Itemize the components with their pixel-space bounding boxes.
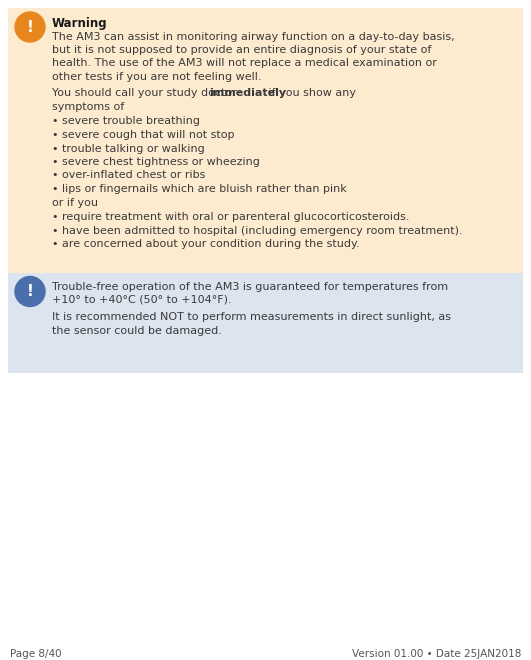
Circle shape [15,277,45,306]
Text: require treatment with oral or parenteral glucocorticosteroids.: require treatment with oral or parentera… [62,212,409,222]
Text: have been admitted to hospital (including emergency room treatment).: have been admitted to hospital (includin… [62,226,463,236]
Text: •: • [51,117,57,127]
Bar [8,8,523,348]
Text: the sensor could be damaged.: the sensor could be damaged. [52,326,222,336]
Text: •: • [51,143,57,154]
Text: immediately: immediately [209,88,286,98]
Text: severe cough that will not stop: severe cough that will not stop [62,130,235,140]
Text: lips or fingernails which are bluish rather than pink: lips or fingernails which are bluish rat… [62,184,347,194]
Text: You should call your study doctor: You should call your study doctor [52,88,240,98]
Circle shape [15,12,45,42]
Text: The AM3 can assist in monitoring airway function on a day-to-day basis,: The AM3 can assist in monitoring airway … [52,32,455,42]
Text: Version 01.00 • Date 25JAN2018: Version 01.00 • Date 25JAN2018 [352,649,521,659]
Bar [8,273,523,345]
Text: but it is not supposed to provide an entire diagnosis of your state of: but it is not supposed to provide an ent… [52,45,431,55]
Text: Trouble-free operation of the AM3 is guaranteed for temperatures from: Trouble-free operation of the AM3 is gua… [52,282,448,292]
Text: are concerned about your condition during the study.: are concerned about your condition durin… [62,239,359,249]
Text: •: • [51,130,57,140]
Text: •: • [51,239,57,249]
Text: symptoms of: symptoms of [52,102,124,112]
Bar [8,273,523,372]
Text: •: • [51,212,57,222]
Text: if you show any: if you show any [264,88,356,98]
Text: !: ! [27,284,33,300]
Text: !: ! [27,20,33,35]
Text: over-inflated chest or ribs: over-inflated chest or ribs [62,170,205,180]
Text: other tests if you are not feeling well.: other tests if you are not feeling well. [52,72,261,82]
Text: Page 8/40: Page 8/40 [10,649,62,659]
Text: •: • [51,170,57,180]
Text: health. The use of the AM3 will not replace a medical examination or: health. The use of the AM3 will not repl… [52,59,437,69]
Text: trouble talking or walking: trouble talking or walking [62,143,205,154]
Text: •: • [51,226,57,236]
Text: or if you: or if you [52,199,98,209]
Text: Warning: Warning [52,17,108,30]
Text: It is recommended NOT to perform measurements in direct sunlight, as: It is recommended NOT to perform measure… [52,312,451,323]
Text: severe trouble breathing: severe trouble breathing [62,117,200,127]
Text: +10° to +40°C (50° to +104°F).: +10° to +40°C (50° to +104°F). [52,295,232,305]
Text: •: • [51,184,57,194]
Text: severe chest tightness or wheezing: severe chest tightness or wheezing [62,157,260,167]
Text: •: • [51,157,57,167]
Bar [8,8,523,259]
